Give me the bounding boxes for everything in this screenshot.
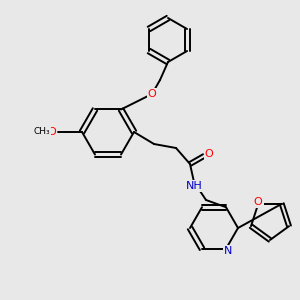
Text: CH₃: CH₃ bbox=[34, 128, 50, 136]
Text: O: O bbox=[205, 149, 213, 159]
Text: NH: NH bbox=[186, 181, 203, 191]
Text: N: N bbox=[224, 246, 232, 256]
Text: O: O bbox=[254, 197, 262, 207]
Text: O: O bbox=[148, 89, 156, 99]
Text: O: O bbox=[47, 127, 56, 137]
